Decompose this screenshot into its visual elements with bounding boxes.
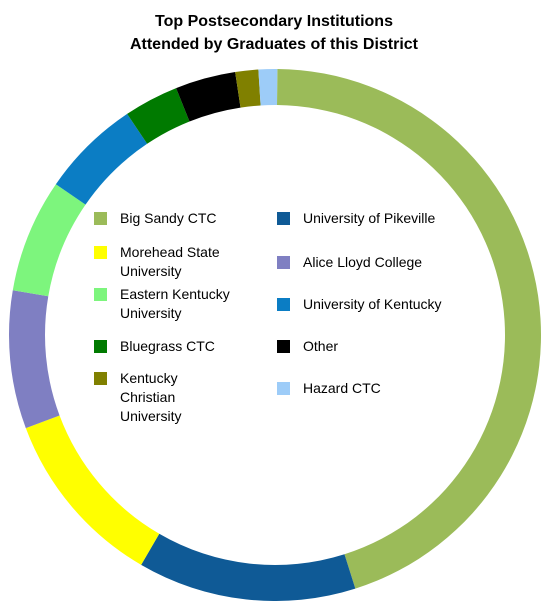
- donut-slice-bluegrass-ctc: [127, 88, 190, 144]
- legend-swatch: [277, 340, 290, 353]
- donut-slice-alice-lloyd-college: [8, 290, 60, 429]
- legend-swatch: [277, 298, 290, 311]
- legend-item-university-of-pikeville: University of Pikeville: [277, 209, 473, 228]
- donut-slices: [8, 69, 541, 601]
- legend-label: Other: [303, 338, 339, 354]
- legend-swatch: [277, 382, 290, 395]
- legend-item-eastern-kentucky-university: Eastern Kentucky University: [94, 285, 232, 323]
- legend-item-morehead-state-university: Morehead State University: [94, 243, 232, 281]
- donut-slice-university-of-kentucky: [55, 113, 148, 205]
- legend-item-hazard-ctc: Hazard CTC: [277, 379, 473, 398]
- legend-label: Alice Lloyd College: [303, 254, 423, 270]
- donut-slice-eastern-kentucky-university: [12, 184, 86, 297]
- donut-slice-big-sandy-ctc: [277, 69, 541, 589]
- legend-label: Hazard CTC: [303, 380, 381, 396]
- chart-title-line-1: Top Postsecondary Institutions: [155, 13, 393, 30]
- legend-label: Morehead State University: [120, 244, 220, 279]
- legend-swatch: [277, 256, 290, 269]
- donut-slice-morehead-state-university: [25, 415, 160, 565]
- legend-swatch: [94, 212, 107, 225]
- legend-item-alice-lloyd-college: Alice Lloyd College: [277, 253, 473, 272]
- legend-item-bluegrass-ctc: Bluegrass CTC: [94, 337, 232, 356]
- legend-label: University of Kentucky: [303, 296, 442, 312]
- legend-item-university-of-kentucky: University of Kentucky: [277, 295, 473, 314]
- legend-label: University of Pikeville: [303, 210, 436, 226]
- legend-label: Kentucky Christian University: [120, 370, 182, 424]
- legend-label: Big Sandy CTC: [120, 210, 217, 226]
- legend-item-kentucky-christian-university: Kentucky Christian University: [94, 369, 232, 426]
- donut-slice-kentucky-christian-university: [235, 69, 261, 108]
- donut-slice-hazard-ctc: [258, 69, 278, 106]
- legend-swatch: [94, 372, 107, 385]
- legend-item-other: Other: [277, 337, 473, 356]
- donut-slice-other: [176, 72, 241, 122]
- legend-label: Eastern Kentucky University: [120, 286, 230, 321]
- chart-title: Top Postsecondary Institutions Attended …: [0, 10, 548, 56]
- legend-swatch: [94, 340, 107, 353]
- chart-title-line-2: Attended by Graduates of this District: [129, 36, 419, 53]
- legend-swatch: [277, 212, 290, 225]
- legend-item-big-sandy-ctc: Big Sandy CTC: [94, 209, 232, 228]
- legend-swatch: [94, 288, 107, 301]
- donut-slice-university-of-pikeville: [141, 533, 356, 601]
- legend-label: Bluegrass CTC: [120, 338, 215, 354]
- legend-swatch: [94, 246, 107, 259]
